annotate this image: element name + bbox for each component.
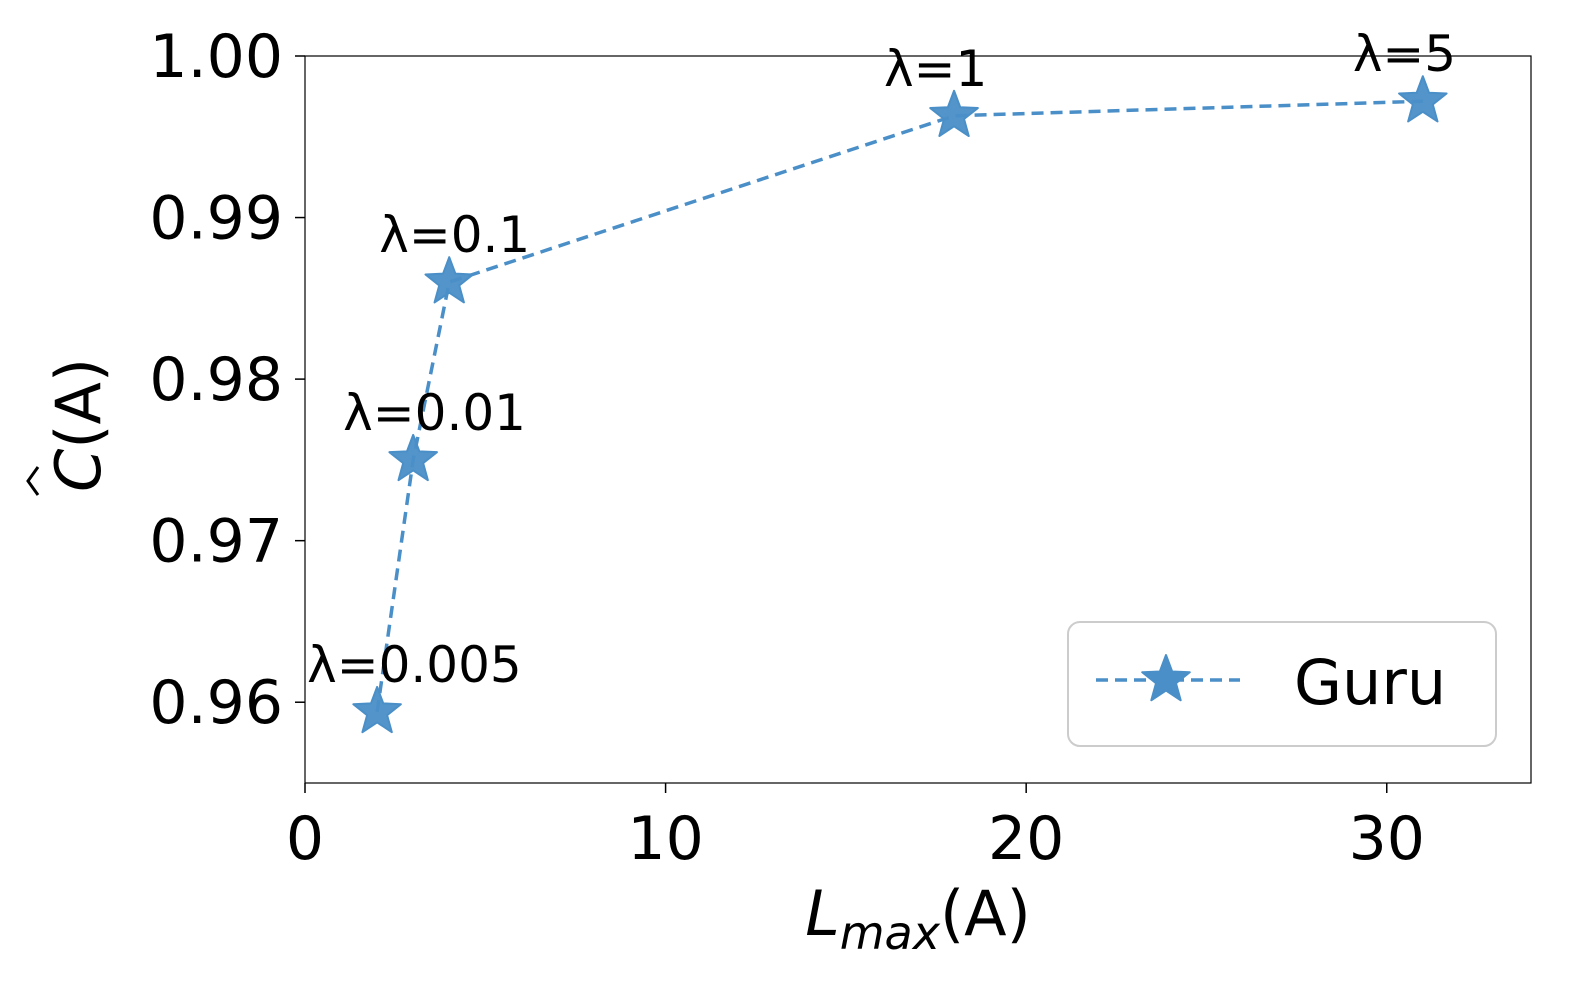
plot-area-frame bbox=[304, 55, 1532, 784]
data-point-label: λ=0.01 bbox=[343, 384, 526, 442]
legend-label: Guru bbox=[1294, 646, 1446, 719]
y-tick-label: 0.98 bbox=[149, 345, 283, 415]
legend: Guru bbox=[1067, 621, 1497, 747]
x-tick-label: 10 bbox=[627, 804, 703, 874]
data-point-star bbox=[424, 256, 475, 304]
y-axis-title-hat bbox=[26, 466, 40, 496]
data-point-label: λ=0.1 bbox=[379, 206, 530, 264]
y-axis-title-tail: (A) bbox=[42, 358, 115, 449]
y-tick-label: 1.00 bbox=[149, 22, 283, 92]
y-tick-label: 0.96 bbox=[149, 668, 283, 738]
x-tick-label: 20 bbox=[988, 804, 1064, 874]
x-axis-title: Lmax(A) bbox=[805, 877, 1031, 960]
y-axis-title: C(A) bbox=[26, 358, 115, 496]
y-tick-label: 0.99 bbox=[149, 184, 283, 254]
legend-box bbox=[1067, 621, 1497, 747]
x-axis-title-main: L bbox=[805, 877, 840, 950]
x-tick-label: 0 bbox=[286, 804, 324, 874]
data-point-star bbox=[929, 89, 979, 137]
y-axis-ticks: 0.96 0.97 0.98 0.99 1.00 bbox=[149, 22, 305, 738]
data-point-label: λ=1 bbox=[884, 40, 987, 98]
svg-text:C(A): C(A) bbox=[42, 358, 115, 492]
point-labels: λ=0.005 λ=0.01 λ=0.1 λ=1 λ=5 bbox=[307, 25, 1456, 694]
data-point-star bbox=[1398, 75, 1448, 123]
x-tick-label: 30 bbox=[1349, 804, 1425, 874]
legend-star-marker bbox=[1141, 654, 1191, 702]
series-layer bbox=[352, 75, 1448, 734]
data-point-label: λ=5 bbox=[1353, 25, 1456, 83]
data-point-star bbox=[388, 433, 438, 482]
data-point-label: λ=0.005 bbox=[307, 636, 522, 694]
x-axis-ticks: 0 10 20 30 bbox=[286, 783, 1425, 874]
y-tick-label: 0.97 bbox=[149, 507, 283, 577]
y-axis-title-main: C bbox=[42, 448, 115, 492]
x-axis-title-sub: max bbox=[840, 906, 941, 960]
data-point-star bbox=[352, 685, 402, 734]
series-line-guru bbox=[375, 99, 1423, 713]
x-axis-title-tail: (A) bbox=[940, 877, 1031, 950]
